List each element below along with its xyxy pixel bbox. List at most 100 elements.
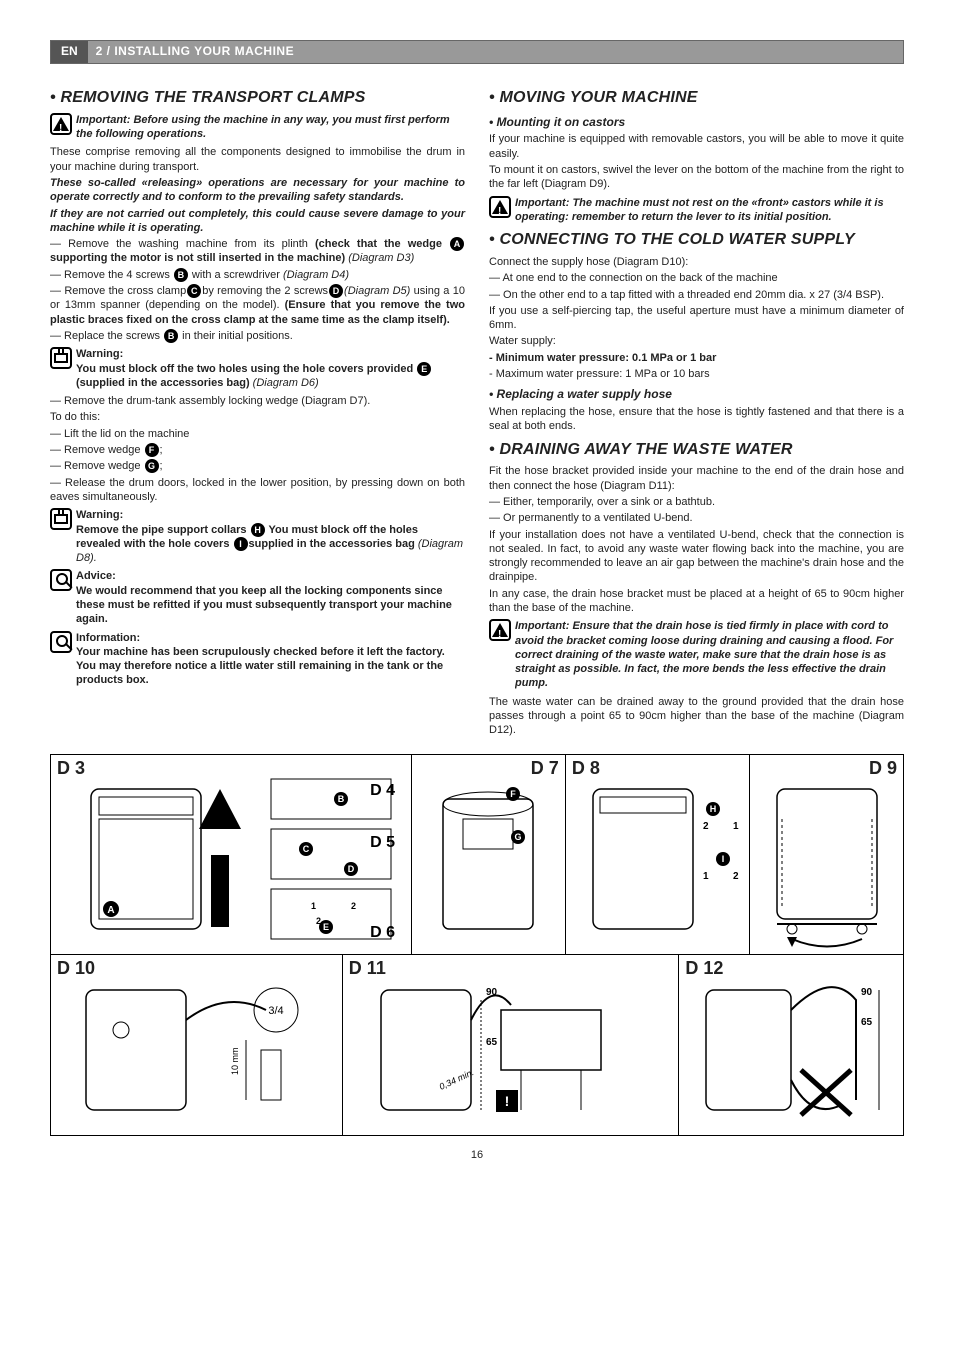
svg-text:65: 65 <box>861 1017 873 1028</box>
svg-text:1: 1 <box>733 821 739 832</box>
para: Fit the hose bracket provided inside you… <box>489 464 904 493</box>
para: If your machine is equipped with removab… <box>489 132 904 161</box>
page-number: 16 <box>50 1148 904 1162</box>
important-title: Important: <box>515 197 569 209</box>
diagram-svg: 3/4 10 mm <box>66 960 326 1130</box>
warning-title: Warning: <box>76 348 123 360</box>
diagram-label: D 7 <box>531 757 559 780</box>
diagram-grid: D 3 A D 4 D 5 D 6 B C D E 1 <box>50 754 904 1136</box>
diagram-svg: 90 65 0,34 min. ! <box>361 960 661 1130</box>
diagram-label: D 10 <box>57 957 95 980</box>
svg-text:10 mm: 10 mm <box>230 1047 240 1075</box>
header-title: 2 / INSTALLING YOUR MACHINE <box>96 44 294 60</box>
step: — Remove the cross clampCby removing the… <box>50 284 465 327</box>
svg-text:A: A <box>107 905 114 916</box>
para: — Or permanently to a ventilated U-bend. <box>489 511 904 525</box>
step: — Lift the lid on the machine <box>50 427 465 441</box>
important-text: Before using the machine in any way, you… <box>76 114 450 140</box>
para: Water supply: <box>489 334 904 348</box>
para: — Either, temporarily, over a sink or a … <box>489 495 904 509</box>
section-removing: • REMOVING THE TRANSPORT CLAMPS <box>50 88 465 109</box>
info-title: Information: <box>76 632 140 644</box>
warning-icon <box>489 196 511 218</box>
label-d: D <box>329 284 343 298</box>
diagram-svg: 90 65 <box>691 960 891 1130</box>
step: — Remove wedge F; <box>50 443 465 457</box>
svg-text:!: ! <box>504 1093 509 1109</box>
step: To do this: <box>50 410 465 424</box>
step: — Remove wedge G; <box>50 459 465 473</box>
diagram-label: D 12 <box>685 957 723 980</box>
label-h: H <box>251 523 265 537</box>
label-i: I <box>234 537 248 551</box>
diagram-svg <box>752 759 902 949</box>
svg-text:B: B <box>338 794 345 804</box>
info-icon <box>50 631 72 653</box>
svg-text:90: 90 <box>486 987 498 998</box>
svg-text:2: 2 <box>316 916 321 926</box>
step: — Release the drum doors, locked in the … <box>50 476 465 505</box>
label-g: G <box>145 459 159 473</box>
header-bar: EN 2 / INSTALLING YOUR MACHINE <box>50 40 904 64</box>
svg-text:3/4: 3/4 <box>269 1005 284 1017</box>
diagram-svg: H I 2 1 1 2 <box>568 759 748 949</box>
step: — Remove the 4 screws B with a screwdriv… <box>50 268 465 282</box>
section-moving: • MOVING YOUR MACHINE <box>489 88 904 109</box>
svg-text:G: G <box>515 832 522 842</box>
section-water: • CONNECTING TO THE COLD WATER SUPPLY <box>489 230 904 251</box>
label-c: C <box>187 284 201 298</box>
para: In any case, the drain hose bracket must… <box>489 587 904 616</box>
svg-text:H: H <box>709 804 716 814</box>
right-column: • MOVING YOUR MACHINE • Mounting it on c… <box>489 82 904 740</box>
svg-text:90: 90 <box>861 987 873 998</box>
svg-text:D 5: D 5 <box>370 834 395 851</box>
diagram-svg: A D 4 D 5 D 6 B C D E 1 2 2 <box>51 759 411 949</box>
svg-text:1: 1 <box>311 901 316 911</box>
svg-text:2: 2 <box>703 821 709 832</box>
para: — At one end to the connection on the ba… <box>489 271 904 285</box>
svg-text:C: C <box>303 844 310 854</box>
sub-castors: • Mounting it on castors <box>489 115 904 131</box>
diagram-d12: D 12 90 65 <box>679 955 903 1135</box>
diagram-label: D 8 <box>572 757 600 780</box>
para: If your installation does not have a ven… <box>489 528 904 585</box>
diagram-label: D 9 <box>869 757 897 780</box>
label-b: B <box>174 268 188 282</box>
warning-title: Warning: <box>76 509 123 521</box>
para: - Maximum water pressure: 1 MPa or 10 ba… <box>489 367 904 381</box>
svg-text:65: 65 <box>486 1037 498 1048</box>
advice-title: Advice: <box>76 570 116 582</box>
label-e: E <box>417 362 431 376</box>
section-drain: • DRAINING AWAY THE WASTE WATER <box>489 440 904 461</box>
diagram-d10: D 10 3/4 10 mm <box>51 955 343 1135</box>
diagram-label: D 3 <box>57 757 85 780</box>
label-f: F <box>145 443 159 457</box>
svg-text:D 4: D 4 <box>370 782 395 799</box>
svg-text:D: D <box>348 864 355 874</box>
diagram-label: D 11 <box>349 957 386 980</box>
para: - Minimum water pressure: 0.1 MPa or 1 b… <box>489 351 904 365</box>
label-b: B <box>164 329 178 343</box>
para: These so-called «releasing» operations a… <box>50 176 465 205</box>
diagram-d9: D 9 <box>750 755 903 954</box>
important-title: Important: <box>515 620 569 632</box>
svg-text:2: 2 <box>733 871 739 882</box>
warning-icon <box>489 619 511 641</box>
step: — Remove the drum-tank assembly locking … <box>50 394 465 408</box>
svg-text:D 6: D 6 <box>370 924 395 941</box>
plug-icon <box>50 347 72 369</box>
step: — Replace the screws B in their initial … <box>50 329 465 343</box>
advice-icon <box>50 569 72 591</box>
step: — Remove the washing machine from its pl… <box>50 237 465 266</box>
svg-text:0,34 min.: 0,34 min. <box>437 1067 475 1092</box>
diagram-d3-d6: D 3 A D 4 D 5 D 6 B C D E 1 <box>51 755 412 954</box>
para: These comprise removing all the componen… <box>50 145 465 174</box>
plug-icon <box>50 508 72 530</box>
diagram-d7: D 7 F G <box>412 755 566 954</box>
svg-text:I: I <box>721 854 724 864</box>
para: Connect the supply hose (Diagram D10): <box>489 255 904 269</box>
para: To mount it on castors, swivel the lever… <box>489 163 904 192</box>
para: When replacing the hose, ensure that the… <box>489 405 904 434</box>
para: — On the other end to a tap fitted with … <box>489 288 904 302</box>
important-title: Important: <box>76 114 130 126</box>
